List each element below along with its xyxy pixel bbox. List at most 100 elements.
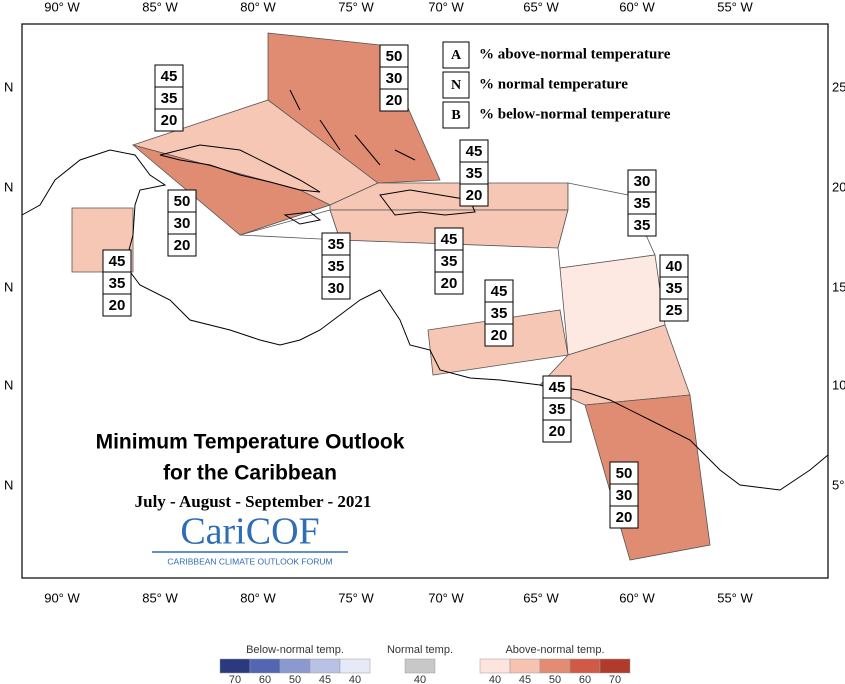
legend-label: 70 [229, 674, 241, 684]
probability: 30 [174, 215, 191, 232]
probability: 20 [174, 237, 191, 254]
probability: 50 [616, 465, 633, 482]
legend-label: 45 [519, 674, 531, 684]
cuba-coast [159, 144, 321, 193]
probability: 20 [466, 187, 483, 204]
legend-title: Below-normal temp. [246, 644, 344, 656]
value-box [379, 88, 409, 112]
key-letter: B [451, 108, 460, 123]
legend-label: 40 [414, 674, 426, 684]
probability: 50 [386, 48, 403, 65]
lat-label: 15° [832, 279, 845, 294]
probability: 35 [328, 236, 345, 253]
probability: 20 [491, 327, 508, 344]
legend-swatch [569, 658, 601, 674]
lon-label: 85° W [142, 590, 178, 605]
legend-label: 50 [289, 674, 301, 684]
period: July - August - September - 2021 [135, 492, 372, 511]
value-box [167, 233, 197, 257]
probability: 20 [386, 92, 403, 109]
lon-label: 55° W [717, 590, 753, 605]
legend-swatch [309, 658, 341, 674]
lat-label: 10° [832, 377, 845, 392]
title-line: Minimum Temperature Outlook [96, 431, 405, 454]
probability: 20 [161, 112, 178, 129]
value-box [459, 183, 489, 207]
key-box [442, 71, 470, 99]
legend-label: 70 [609, 674, 621, 684]
key: A % above-normal temperature N % normal tem… [442, 41, 671, 129]
lat-label: N [4, 377, 13, 392]
probability: 35 [441, 253, 458, 270]
lon-label: 75° W [338, 0, 374, 14]
legend-swatch [339, 658, 371, 674]
hispaniola-coast [379, 189, 476, 216]
probability: 45 [491, 283, 508, 300]
value-box [659, 298, 689, 322]
lon-label: 90° W [44, 590, 80, 605]
lon-label: 80° W [240, 0, 276, 14]
probability: 25 [666, 302, 683, 319]
probability: 35 [634, 195, 651, 212]
legend-swatch [279, 658, 311, 674]
key-letter: A [451, 48, 462, 63]
probability: 30 [328, 280, 345, 297]
logo-tagline: CARIBBEAN CLIMATE OUTLOOK FORUM [167, 556, 332, 566]
legend-swatch [404, 658, 436, 674]
probability: 35 [666, 280, 683, 297]
coastlines [21, 89, 829, 491]
lon-label: 60° W [619, 590, 655, 605]
value-box [102, 293, 132, 317]
legend-title: Normal temp. [387, 644, 453, 656]
probability: 45 [466, 143, 483, 160]
probability: 30 [386, 70, 403, 87]
probability: 20 [549, 423, 566, 440]
probability: 45 [441, 231, 458, 248]
probability: 50 [174, 193, 191, 210]
key-text: % above-normal temperature [479, 46, 671, 62]
lat-label: 25° [832, 79, 845, 94]
probability: 20 [616, 509, 633, 526]
probability: 35 [466, 165, 483, 182]
lon-label: 85° W [142, 0, 178, 14]
bahamas-coast [289, 89, 416, 166]
probability: 20 [109, 297, 126, 314]
legend-label: 40 [349, 674, 361, 684]
probability: 45 [549, 379, 566, 396]
regions [71, 32, 711, 561]
legend-label: 60 [579, 674, 591, 684]
lon-label: 60° W [619, 0, 655, 14]
legend-swatch [509, 658, 541, 674]
probability: 20 [441, 275, 458, 292]
lon-label: 70° W [428, 590, 464, 605]
value-box [154, 108, 184, 132]
legend-label: 60 [259, 674, 271, 684]
logo-name: CariCOF [180, 511, 319, 553]
legend: Below-normal temp. 70 60 50 45 40 Normal temp.… [219, 644, 631, 684]
legend-swatch [219, 658, 251, 674]
value-box [321, 276, 351, 300]
legend-swatch [479, 658, 511, 674]
lon-label: 70° W [428, 0, 464, 14]
legend-swatch [539, 658, 571, 674]
value-boxes: 50 30 20 45 35 20 50 30 20 45 35 20 45 35 20 45 35 20 35 35… [102, 44, 689, 529]
lon-label: 75° W [338, 590, 374, 605]
probability: 35 [549, 401, 566, 418]
probability: 35 [328, 258, 345, 275]
lat-label: N [4, 477, 13, 492]
probability: 35 [634, 217, 651, 234]
key-box [442, 101, 470, 129]
lon-label: 80° W [240, 590, 276, 605]
probability: 30 [634, 173, 651, 190]
lon-label: 90° W [44, 0, 80, 14]
lon-label: 55° W [717, 0, 753, 14]
lat-label: N [4, 179, 13, 194]
value-box [609, 505, 639, 529]
legend-label: 45 [319, 674, 331, 684]
value-box [434, 271, 464, 295]
legend-label: 40 [489, 674, 501, 684]
legend-swatch [599, 658, 631, 674]
probability: 35 [109, 275, 126, 292]
value-box [484, 323, 514, 347]
